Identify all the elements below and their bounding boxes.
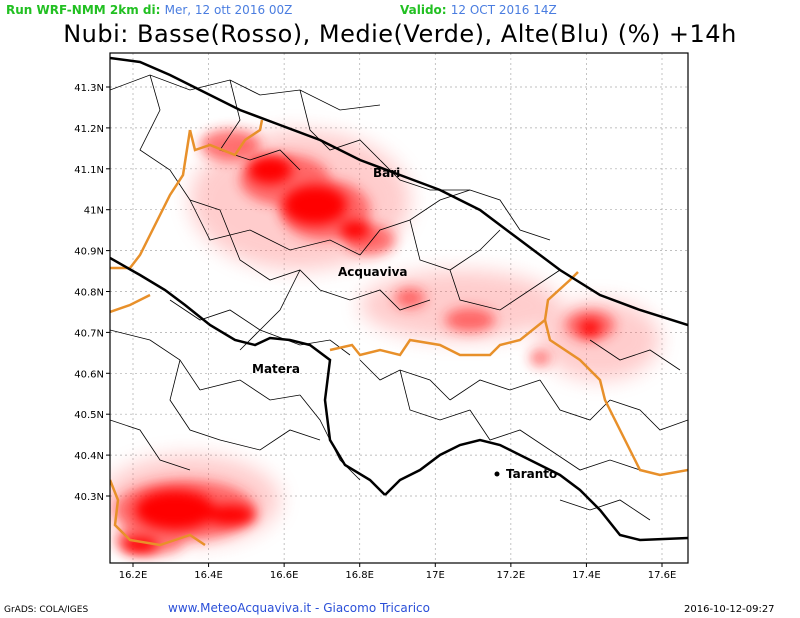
valid-info: Valido: 12 OCT 2016 14Z: [400, 3, 557, 17]
axis-ticks: 41.3N 41.2N 41.1N 41N 40.9N 40.8N 40.7N 40.6N 40…: [74, 83, 676, 581]
lon-tick-label: 17.2E: [497, 570, 526, 581]
region-boundary: [110, 119, 688, 547]
lat-tick-label: 40.9N: [74, 247, 104, 258]
cloud-layer: [110, 129, 660, 555]
city-label-bari: Bari: [373, 166, 400, 180]
lon-tick-label: 16.4E: [194, 570, 223, 581]
city-label-matera: Matera: [252, 362, 300, 376]
lat-tick-label: 40.5N: [74, 410, 104, 421]
taranto-dot: [494, 471, 500, 477]
lat-tick-label: 40.4N: [74, 451, 104, 462]
lon-tick-label: 16.2E: [119, 570, 148, 581]
coastline-and-basilicata-border: [110, 56, 688, 542]
lat-tick-label: 41.1N: [74, 165, 104, 176]
lat-tick-label: 41.2N: [74, 124, 104, 135]
run-info: Run WRF-NMM 2km di: Mer, 12 ott 2016 00Z: [6, 3, 292, 17]
lat-tick-label: 41N: [84, 206, 104, 217]
lat-tick-label: 41.3N: [74, 83, 104, 94]
valid-value: 12 OCT 2016 14Z: [450, 3, 557, 17]
lon-tick-label: 16.8E: [345, 570, 374, 581]
lat-tick-label: 40.7N: [74, 328, 104, 339]
lon-tick-label: 17E: [426, 570, 445, 581]
run-value: Mer, 12 ott 2016 00Z: [164, 3, 293, 17]
lat-tick-label: 40.3N: [74, 492, 104, 503]
city-markers: Bari Acquaviva Matera Taranto: [252, 166, 557, 481]
run-label: Run WRF-NMM 2km di:: [6, 3, 161, 17]
lon-tick-label: 17.6E: [648, 570, 677, 581]
footer-timestamp: 2016-10-12-09:27: [684, 604, 775, 615]
footer-website: www.MeteoAcquaviva.it - Giacomo Tricaric…: [168, 601, 430, 615]
city-label-acquaviva: Acquaviva: [338, 265, 408, 279]
map-title: Nubi: Basse(Rosso), Medie(Verde), Alte(B…: [63, 20, 737, 48]
lat-tick-label: 40.6N: [74, 369, 104, 380]
map-frame: [109, 52, 689, 564]
valid-label: Valido:: [400, 3, 447, 17]
lon-tick-label: 16.6E: [270, 570, 299, 581]
municipal-boundaries: [110, 74, 688, 521]
lon-tick-label: 17.4E: [572, 570, 601, 581]
footer-credits: GrADS: COLA/IGES: [4, 605, 89, 615]
city-label-taranto: Taranto: [506, 467, 557, 481]
lat-tick-label: 40.8N: [74, 288, 104, 299]
